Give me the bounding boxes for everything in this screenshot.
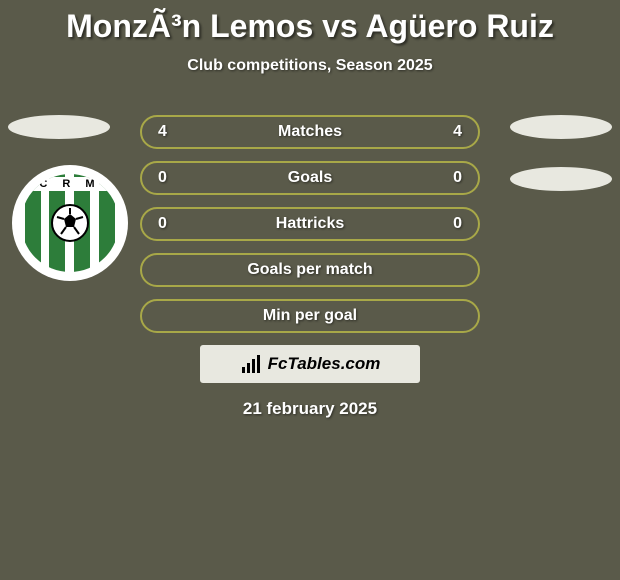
page-subtitle: Club competitions, Season 2025 [0,57,620,75]
stat-row-min-per-goal: Min per goal [140,299,480,333]
player-right-placeholder-1 [510,115,612,139]
stat-value-left: 4 [158,123,178,141]
stat-row-goals-per-match: Goals per match [140,253,480,287]
player-left-placeholder [8,115,110,139]
stat-value-right: 0 [442,215,462,233]
chart-icon [240,353,262,375]
footer-brand-text: FcTables.com [268,354,381,374]
player-right-placeholder-2 [510,167,612,191]
main-container: MonzÃ³n Lemos vs Agüero Ruiz Club compet… [0,0,620,419]
soccer-ball-icon [51,204,89,242]
stat-value-left: 0 [158,215,178,233]
club-logo: C R M [12,165,128,281]
stat-label: Matches [278,123,342,141]
stat-row-matches: 4 Matches 4 [140,115,480,149]
stat-label: Min per goal [263,307,357,325]
footer-brand-box: FcTables.com [200,345,420,383]
logo-letters: C R M [21,177,119,191]
stat-label: Goals per match [247,261,372,279]
date-text: 21 february 2025 [0,399,620,419]
stat-label: Hattricks [276,215,344,233]
page-title: MonzÃ³n Lemos vs Agüero Ruiz [0,8,620,45]
stat-row-goals: 0 Goals 0 [140,161,480,195]
stat-label: Goals [288,169,332,187]
stat-value-right: 0 [442,169,462,187]
logo-inner: C R M [21,174,119,272]
stat-row-hattricks: 0 Hattricks 0 [140,207,480,241]
content-area: C R M 4 Matches 4 0 [0,115,620,419]
stat-value-left: 0 [158,169,178,187]
stat-value-right: 4 [442,123,462,141]
